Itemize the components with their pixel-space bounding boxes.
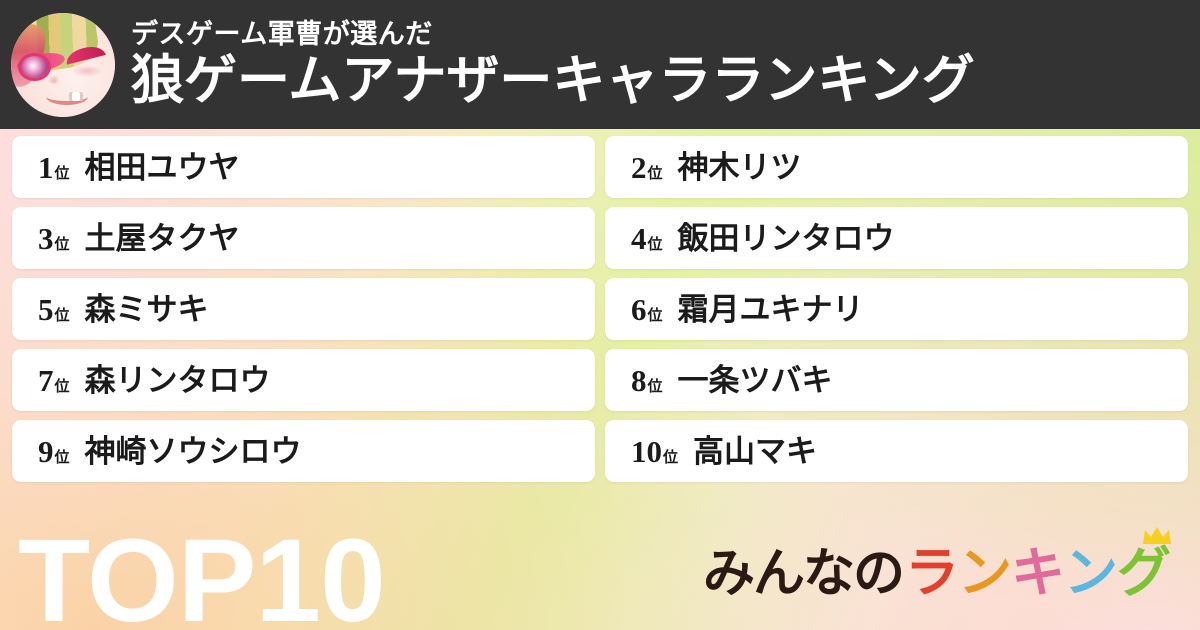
rank-unit: 位 bbox=[54, 449, 70, 466]
logo-jp-text: みんなの bbox=[702, 545, 905, 603]
entry-name: 飯田リンタロウ bbox=[677, 220, 895, 256]
rank-unit: 位 bbox=[647, 307, 663, 324]
avatar-eye bbox=[21, 56, 49, 78]
top10-label: TOP10 bbox=[18, 515, 386, 630]
rank-unit: 位 bbox=[54, 165, 70, 182]
logo-char-gu: グ bbox=[1117, 543, 1171, 603]
avatar-blush bbox=[71, 64, 103, 77]
entry-name: 神崎ソウシロウ bbox=[84, 433, 302, 469]
logo-char-ra: ラ bbox=[905, 543, 959, 603]
avatar-nose bbox=[48, 74, 60, 85]
avatar bbox=[11, 12, 115, 117]
title-block: デスゲーム軍曹が選んだ 狼ゲームアナザーキャラランキング bbox=[131, 20, 975, 109]
entry-name: 森リンタロウ bbox=[84, 362, 271, 398]
rank-unit: 位 bbox=[647, 378, 663, 395]
page-title: 狼ゲームアナザーキャラランキング bbox=[131, 50, 975, 110]
entry-name: 相田ユウヤ bbox=[84, 149, 240, 185]
list-item[interactable]: 10 位 高山マキ bbox=[605, 420, 1188, 482]
rank-unit: 位 bbox=[647, 165, 663, 182]
rank-unit: 位 bbox=[663, 449, 679, 466]
header-bar: デスゲーム軍曹が選んだ 狼ゲームアナザーキャラランキング bbox=[0, 0, 1200, 129]
rank-unit: 位 bbox=[54, 307, 70, 324]
crown-icon bbox=[1143, 527, 1171, 544]
header-subtitle: デスゲーム軍曹が選んだ bbox=[131, 19, 433, 50]
entry-name: 高山マキ bbox=[693, 433, 818, 469]
rank-number: 10 位 bbox=[631, 433, 679, 469]
logo-katakana: ラ ン キ ン グ bbox=[905, 527, 1171, 603]
rank-unit: 位 bbox=[54, 378, 70, 395]
rank-unit: 位 bbox=[647, 236, 663, 253]
entry-name: 一条ツバキ bbox=[677, 362, 833, 398]
minna-no-ranking-logo[interactable]: みんなの ラ ン キ ン グ bbox=[702, 527, 1171, 603]
avatar-tooth bbox=[69, 91, 83, 101]
entry-name: 霜月ユキナリ bbox=[677, 291, 864, 327]
rank-unit: 位 bbox=[54, 236, 70, 253]
logo-char-n-2: ン bbox=[1064, 543, 1118, 603]
entry-name: 神木リツ bbox=[677, 149, 802, 185]
logo-char-n-1: ン bbox=[958, 543, 1012, 603]
logo-char-ki: キ bbox=[1011, 543, 1065, 603]
entry-name: 森ミサキ bbox=[84, 291, 209, 327]
avatar-mouth bbox=[46, 88, 88, 106]
entry-name: 土屋タクヤ bbox=[84, 220, 240, 256]
